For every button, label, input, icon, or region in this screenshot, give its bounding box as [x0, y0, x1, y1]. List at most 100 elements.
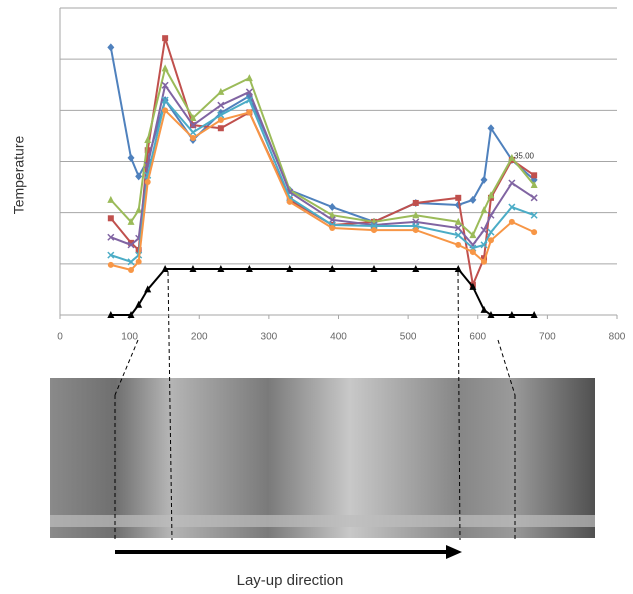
marker: [107, 215, 114, 222]
marker: [508, 153, 516, 161]
marker: [246, 109, 253, 116]
marker: [162, 35, 169, 42]
marker: [127, 311, 135, 318]
marker: [455, 241, 462, 248]
marker: [245, 96, 253, 104]
marker: [480, 206, 488, 214]
annotation: 35.00: [514, 151, 535, 160]
marker: [217, 264, 225, 272]
marker: [508, 311, 516, 318]
marker: [245, 74, 253, 82]
marker: [454, 264, 462, 272]
marker: [107, 261, 114, 268]
marker: [480, 226, 488, 234]
marker: [480, 175, 488, 184]
marker: [530, 194, 538, 202]
marker: [107, 233, 115, 241]
photo: [50, 378, 595, 538]
marker: [135, 300, 143, 308]
marker: [469, 231, 477, 239]
marker: [162, 107, 169, 114]
marker: [412, 264, 420, 272]
marker: [487, 228, 495, 236]
marker: [508, 203, 516, 211]
marker: [469, 249, 476, 256]
marker: [189, 134, 196, 141]
marker: [189, 128, 197, 136]
marker: [480, 241, 488, 249]
marker: [481, 258, 488, 265]
x-tick-label: 700: [539, 332, 556, 343]
marker: [144, 136, 152, 144]
marker: [107, 311, 115, 318]
marker: [487, 191, 495, 199]
marker: [189, 121, 197, 129]
x-tick-label: 400: [330, 332, 347, 343]
caption: Lay-up direction: [237, 572, 344, 589]
marker: [144, 147, 151, 154]
marker: [530, 181, 538, 189]
marker: [454, 217, 462, 225]
marker: [128, 266, 135, 273]
marker: [161, 264, 169, 272]
marker: [412, 199, 419, 206]
marker: [217, 125, 224, 132]
marker: [370, 264, 378, 272]
marker: [135, 206, 143, 214]
marker: [531, 229, 538, 236]
series-line: [109, 47, 535, 223]
marker: [371, 227, 378, 234]
marker: [245, 264, 253, 272]
marker: [530, 211, 538, 219]
marker: [189, 264, 197, 272]
photo-band: [50, 515, 595, 527]
marker: [508, 179, 516, 187]
marker: [412, 227, 419, 234]
marker: [508, 218, 515, 225]
marker: [107, 195, 115, 203]
marker: [127, 258, 135, 266]
marker: [481, 255, 488, 262]
marker: [328, 203, 336, 212]
marker: [144, 285, 152, 293]
marker: [107, 43, 115, 52]
x-tick-label: 500: [400, 332, 417, 343]
marker: [144, 178, 151, 185]
marker: [328, 264, 336, 272]
marker: [454, 224, 462, 232]
marker: [480, 305, 488, 313]
marker: [412, 211, 420, 219]
marker: [217, 117, 224, 124]
arrow-head: [446, 545, 462, 559]
x-tick-label: 0: [57, 332, 63, 343]
marker: [487, 237, 494, 244]
marker: [135, 258, 142, 265]
marker: [487, 311, 495, 318]
marker: [531, 172, 538, 179]
marker: [328, 216, 336, 224]
series-line: [110, 108, 535, 272]
marker: [128, 239, 135, 246]
marker: [286, 198, 293, 205]
marker: [217, 101, 225, 109]
marker: [161, 64, 169, 72]
marker: [217, 87, 225, 95]
x-tick-label: 600: [469, 332, 486, 343]
marker: [189, 114, 197, 122]
y-axis-label: Temperature: [11, 135, 27, 214]
marker: [454, 231, 462, 239]
marker: [455, 194, 462, 201]
x-tick-label: 300: [261, 332, 278, 343]
marker: [135, 172, 143, 181]
marker: [328, 211, 336, 219]
marker: [217, 111, 225, 119]
x-tick-label: 800: [609, 332, 626, 343]
marker: [161, 96, 169, 104]
x-tick-label: 100: [121, 332, 138, 343]
marker: [286, 264, 294, 272]
x-tick-label: 200: [191, 332, 208, 343]
marker: [245, 88, 253, 96]
marker: [107, 251, 115, 259]
marker: [127, 241, 135, 249]
